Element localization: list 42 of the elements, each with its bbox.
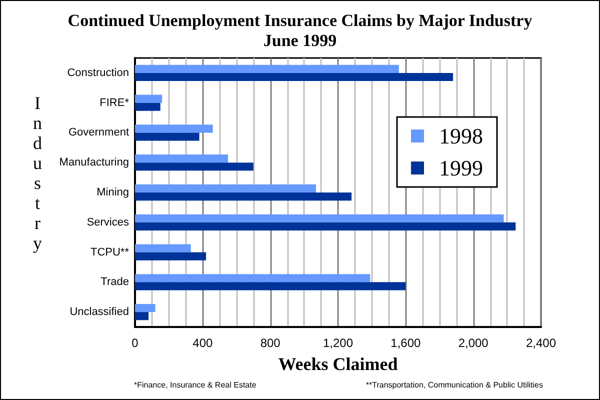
y-tick-label: Mining <box>96 186 129 198</box>
x-tick-label: 0 <box>132 336 139 350</box>
chart-title: Continued Unemployment Insurance Claims by Major Industry <box>68 11 533 30</box>
bar <box>135 64 399 73</box>
bar <box>135 274 370 282</box>
bar <box>135 222 516 230</box>
chart-subtitle: June 1999 <box>263 31 337 50</box>
y-tick-label: Trade <box>100 276 129 288</box>
bar <box>135 102 160 111</box>
bar <box>135 132 200 141</box>
text: **Transportation, Communication & Public Utilities <box>366 380 543 390</box>
bar <box>135 252 206 260</box>
x-tick-label: 400 <box>192 336 213 350</box>
x-tick-label: 2,400 <box>526 336 556 350</box>
bar <box>135 154 228 163</box>
text: *Finance, Insurance & Real Estate <box>134 380 257 390</box>
bar <box>135 214 504 222</box>
x-axis-title: Weeks Claimed <box>278 354 398 374</box>
y-tick-label: Services <box>86 216 130 228</box>
y-tick-label: Construction <box>67 66 129 79</box>
bar <box>135 244 191 252</box>
x-tick-label: 2,000 <box>458 336 489 350</box>
y-tick-label: FIRE* <box>100 96 130 109</box>
y-tick-label: TCPU** <box>90 246 130 258</box>
x-tick-label: 800 <box>260 336 281 350</box>
bar <box>135 304 156 312</box>
bar <box>135 94 162 103</box>
y-tick-label: Unclassified <box>70 306 129 318</box>
y-tick-label: Government <box>68 126 129 139</box>
bar <box>135 192 352 201</box>
bar <box>135 282 406 290</box>
x-tick-label: 1,200 <box>322 336 354 350</box>
legend-label: 1999 <box>439 156 483 180</box>
bar <box>135 184 316 192</box>
bar <box>135 312 149 320</box>
y-tick-label: Manufacturing <box>59 156 129 169</box>
bar <box>135 124 213 133</box>
legend-label: 1998 <box>439 124 483 148</box>
x-tick-label: 1,600 <box>390 336 422 350</box>
bar <box>135 162 254 171</box>
y-axis-title: Industry <box>33 93 42 253</box>
bar <box>135 72 454 82</box>
